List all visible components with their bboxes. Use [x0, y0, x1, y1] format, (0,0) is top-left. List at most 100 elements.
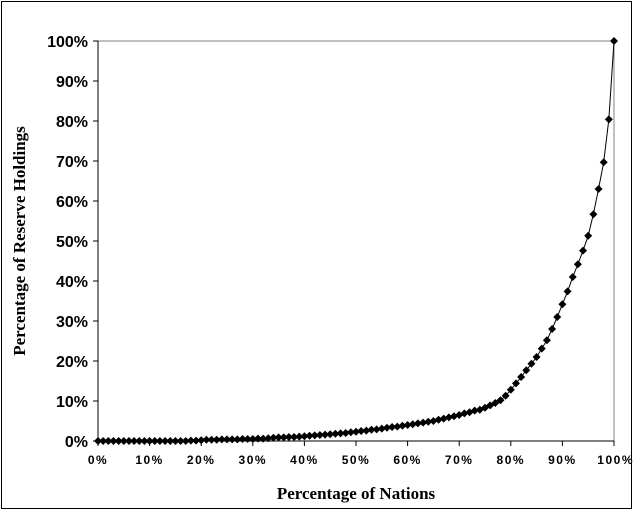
data-point: [305, 431, 314, 440]
data-point: [522, 366, 531, 375]
data-point: [542, 336, 551, 345]
data-point: [259, 434, 268, 443]
y-tick-label: 90%: [56, 74, 88, 91]
y-axis-ticks: 0% 10% 20% 30% 40% 50% 60% 70% 80% 90% 100%: [47, 34, 98, 451]
data-point: [346, 428, 355, 437]
data-point: [537, 344, 546, 353]
data-point: [377, 424, 386, 433]
data-point: [548, 325, 557, 333]
data-point: [501, 391, 510, 400]
data-point: [336, 429, 345, 438]
data-point: [202, 435, 211, 444]
data-point: [140, 437, 149, 445]
data-point: [388, 423, 397, 431]
x-tick-label: 80%: [497, 453, 526, 467]
data-point: [315, 431, 324, 439]
data-point: [197, 436, 206, 445]
data-point: [94, 437, 102, 445]
data-point: [511, 379, 520, 388]
x-tick-label: 50%: [342, 453, 371, 467]
data-point: [352, 427, 360, 436]
data-point: [274, 433, 283, 442]
x-tick-label: 0%: [88, 453, 108, 467]
data-point: [295, 432, 304, 441]
series-line: [98, 40, 615, 442]
x-tick-label: 40%: [290, 453, 319, 467]
data-point: [212, 435, 221, 444]
data-point: [532, 353, 541, 361]
data-point: [124, 437, 133, 445]
y-tick-label: 80%: [56, 114, 88, 131]
y-tick-label: 40%: [56, 274, 88, 291]
data-point: [253, 434, 262, 443]
x-tick-label: 20%: [187, 453, 216, 467]
data-point: [413, 419, 422, 428]
data-point: [166, 437, 175, 445]
data-point: [604, 115, 613, 124]
y-tick-label: 70%: [56, 154, 88, 171]
x-axis-title: Percentage of Nations: [277, 484, 436, 503]
data-point: [331, 429, 340, 438]
data-point: [155, 437, 164, 445]
data-point: [186, 436, 195, 445]
data-point: [584, 231, 593, 240]
data-point: [419, 418, 428, 427]
data-point: [161, 437, 170, 445]
data-point: [326, 430, 335, 439]
data-point: [223, 435, 231, 444]
data-point: [594, 185, 603, 193]
data-point: [238, 435, 247, 443]
x-tick-label: 30%: [239, 453, 268, 467]
plot-area: [97, 40, 615, 442]
data-point: [372, 425, 381, 434]
data-point: [579, 246, 588, 255]
data-point: [217, 435, 226, 444]
data-point: [171, 437, 180, 445]
data-point: [341, 429, 350, 437]
data-point: [150, 437, 159, 445]
data-point: [393, 422, 402, 431]
data-point: [176, 437, 185, 445]
x-tick-label: 70%: [445, 453, 474, 467]
x-tick-label: 90%: [548, 453, 577, 467]
data-point: [114, 437, 123, 445]
data-point: [398, 421, 407, 430]
x-tick-label: 60%: [393, 453, 422, 467]
data-point: [284, 433, 293, 441]
y-tick-label: 100%: [47, 34, 88, 51]
y-tick-label: 30%: [56, 314, 88, 331]
data-point: [527, 359, 536, 368]
data-point: [181, 437, 190, 445]
data-point: [558, 300, 567, 309]
data-point: [424, 417, 433, 426]
data-point: [573, 260, 582, 269]
data-point: [599, 158, 608, 167]
y-tick-label: 0%: [65, 434, 88, 451]
data-point: [403, 421, 412, 429]
data-point: [269, 433, 278, 442]
data-point: [382, 423, 391, 432]
x-tick-label: 100%: [597, 453, 634, 467]
data-point: [610, 37, 618, 45]
y-tick-label: 60%: [56, 194, 88, 211]
data-point: [243, 435, 252, 443]
x-axis-ticks: 0% 10% 20% 30% 40% 50% 60% 70% 80% 90% 100%: [88, 441, 634, 467]
data-point: [104, 437, 113, 445]
data-point: [248, 435, 257, 443]
data-point: [367, 425, 376, 434]
data-point: [321, 430, 330, 439]
data-point: [517, 373, 526, 381]
series-markers: [94, 37, 618, 445]
data-point: [563, 287, 572, 296]
data-point: [109, 437, 118, 445]
data-point: [470, 406, 479, 415]
y-tick-label: 10%: [56, 394, 88, 411]
data-point: [408, 420, 417, 429]
data-point: [310, 431, 319, 440]
data-point: [145, 437, 154, 445]
data-point: [553, 313, 562, 321]
data-point: [362, 426, 371, 435]
data-point: [300, 432, 309, 441]
